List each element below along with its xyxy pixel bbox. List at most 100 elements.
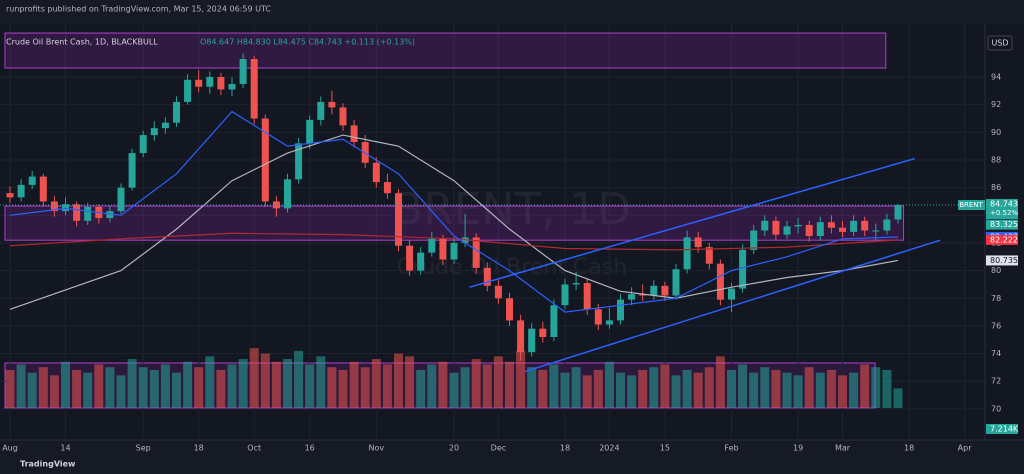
candle-body [483,267,491,286]
zone [4,205,905,241]
volume-bar [405,356,415,408]
candle-body [339,107,347,126]
volume-bar [505,361,514,408]
candle-body [894,205,902,220]
candle-body [494,285,502,299]
candle-body [50,201,58,212]
candle-body [550,305,558,337]
candle-body [161,122,169,129]
volume-bar [826,369,836,408]
candle-body [539,328,547,337]
volume-bar [327,367,337,408]
price-label: 80.735 [990,256,1018,265]
candle-body [206,77,214,87]
candle-body [772,220,780,235]
volume-bar [793,375,803,408]
candle-body [450,242,458,260]
candle-body [694,237,702,248]
volume-bar [127,359,137,408]
y-tick-label: 86 [991,183,1001,192]
volume-bar [749,372,759,408]
volume-bar [727,369,736,408]
candle-body [328,101,336,108]
candle-body [217,77,225,90]
candle-body [306,119,314,144]
volume-bar [105,367,115,408]
volume-bar [804,367,814,408]
candle-body [428,238,436,253]
candle-body [406,245,414,271]
volume-bar [582,375,592,408]
candle-body [439,238,447,260]
x-tick-label: 14 [60,444,70,453]
volume-bar [216,369,226,408]
volume-bar [27,372,37,408]
volume-bar [394,353,403,408]
volume-bar [227,364,237,408]
candle-body [639,294,647,296]
volume-bar [715,356,725,408]
volume-bar [849,372,859,408]
volume-bar [149,369,159,408]
zone [4,32,887,69]
candle-body [528,328,536,353]
candle-body [106,211,114,219]
watermark: Crude Oil Brent Cash [397,255,627,280]
symbol-label: BRENT [959,201,983,209]
price-label-box [986,219,1018,230]
volume-bar [638,369,648,408]
candle-body [506,298,513,321]
candle-body [783,226,791,235]
volume-bar [516,350,526,408]
volume-bar [5,369,15,408]
y-tick-label: 80 [991,266,1001,275]
volume-bar [815,372,825,408]
candle-body [417,252,425,271]
last-price-box [958,200,985,211]
candle-body [805,224,813,237]
candle-body [6,193,14,198]
candle-body [295,143,303,180]
volume-bar [61,361,70,408]
x-tick-label: 2024 [599,444,619,453]
volume-bar [682,369,692,408]
volume-bar [138,367,148,408]
price-label: 82.222 [990,235,1018,244]
volume-bar [238,359,248,408]
x-tick-label: Apr [958,444,973,453]
volume-bar [616,372,625,408]
volume-bar [305,364,315,408]
x-tick-label: 19 [793,444,803,453]
x-tick-label: Feb [724,444,738,453]
legend-ohlc: O84.647 H84.830 L84.475 C84.743 +0.113 (… [200,38,415,47]
candle-body [739,249,747,289]
candle-body [128,153,136,188]
volume-bar [316,356,326,408]
volume-bar [593,369,603,408]
watermark: BRENT, 1D [393,184,631,235]
x-tick-label: 18 [194,444,204,453]
x-tick-label: Dec [491,444,506,453]
y-tick-label: 90 [991,128,1001,137]
candle-body [350,125,358,143]
volume-bar [94,364,104,408]
candle-body [605,320,613,325]
volume-bar [571,367,581,408]
volume-bar [160,364,170,408]
candle-body [372,162,380,183]
candle-body [139,135,147,154]
candle-body [561,284,569,306]
volume-bar [116,375,126,408]
candle-body [62,204,69,212]
candle-body [73,204,81,221]
volume-bar [871,367,881,408]
footer: TradingView [20,460,76,469]
legend-title: Crude Oil Brent Cash, 1D, BLACKBULL [6,38,158,47]
candle-body [150,128,158,136]
candle-body [794,224,802,227]
x-tick-label: Nov [368,444,384,453]
volume-bar [338,369,348,408]
candle-body [84,206,92,221]
candle-body [572,283,580,285]
volume-bar [649,367,659,408]
